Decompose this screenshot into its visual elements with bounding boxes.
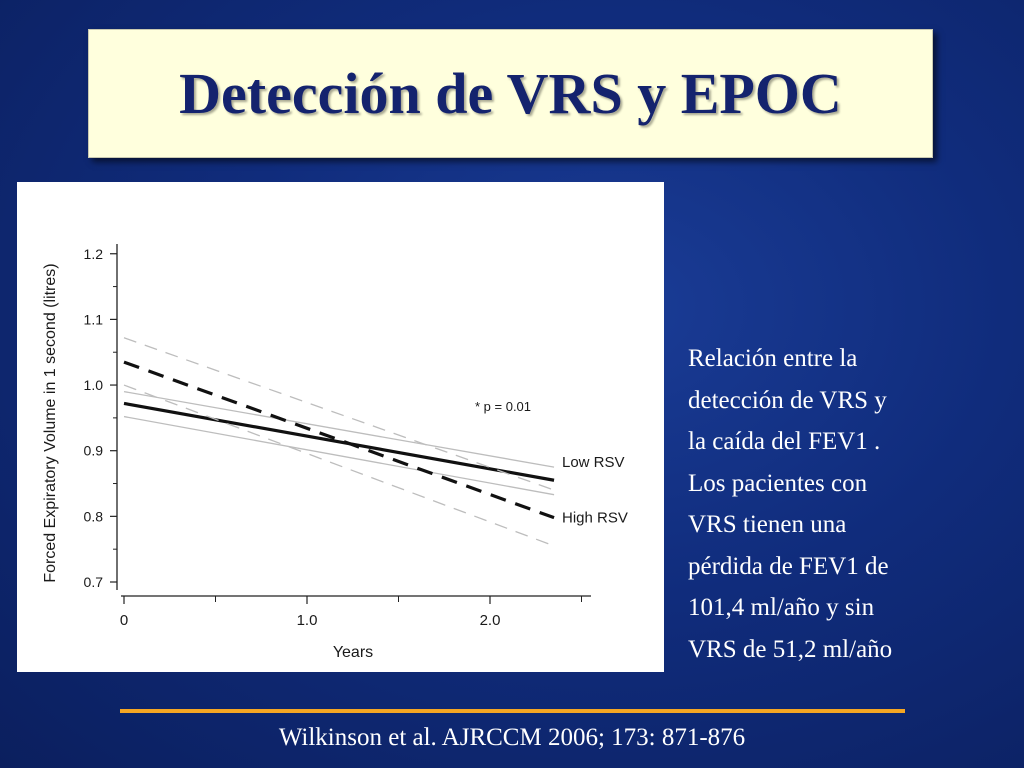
y-tick-label: 0.8 bbox=[84, 508, 104, 524]
ci-upper-line bbox=[123, 337, 555, 491]
y-tick-label: 1.0 bbox=[84, 377, 104, 393]
x-tick-label: 2.0 bbox=[480, 612, 501, 629]
x-tick-label: 0 bbox=[120, 612, 128, 629]
caption-line: Relación entre la bbox=[688, 345, 858, 372]
caption: Relación entre la detección de VRS y la … bbox=[688, 338, 1008, 670]
y-tick-label: 1.2 bbox=[84, 246, 104, 262]
y-tick-label: 1.1 bbox=[84, 311, 104, 327]
ci-lower-line bbox=[123, 415, 555, 496]
caption-line: Los pacientes con bbox=[688, 469, 868, 497]
slide-title: Detección de VRS y EPOC bbox=[179, 61, 842, 126]
y-tick-label: 0.9 bbox=[84, 443, 104, 459]
x-axis-title: Years bbox=[333, 644, 373, 661]
series-line bbox=[123, 401, 555, 482]
y-axis-title: Forced Expiratory Volume in 1 second (li… bbox=[42, 263, 59, 582]
caption-line: la caída del FEV1 . bbox=[688, 428, 881, 455]
x-tick-label: 1.0 bbox=[297, 612, 318, 629]
caption-line: VRS de 51,2 ml/año bbox=[688, 635, 893, 663]
title-box: Detección de VRS y EPOC bbox=[88, 29, 933, 158]
caption-line: VRS tienen una bbox=[688, 511, 847, 538]
series-label: Low RSV bbox=[562, 454, 625, 471]
ci-lower-line bbox=[123, 384, 555, 547]
caption-line: detección de VRS y bbox=[688, 386, 887, 414]
y-tick-label: 0.7 bbox=[84, 574, 104, 590]
p-value-annotation: * p = 0.01 bbox=[475, 399, 531, 414]
fev1-line-chart: 0.7 0.8 0.9 1.0 1.1 1.2 0 1.0 2.0 Years Forced Exp… bbox=[42, 244, 628, 661]
chart-figure: 0.7 0.8 0.9 1.0 1.1 1.2 0 1.0 2.0 Years Forced Exp… bbox=[17, 182, 664, 672]
citation: Wilkinson et al. AJRCCM 2006; 173: 871-8… bbox=[278, 724, 746, 751]
divider-rule bbox=[120, 709, 905, 713]
ci-upper-line bbox=[123, 390, 555, 468]
series-line bbox=[123, 360, 555, 520]
caption-line: pérdida de FEV1 de bbox=[688, 552, 889, 580]
caption-line: 101,4 ml/año y sin bbox=[688, 594, 875, 621]
series-label: High RSV bbox=[562, 510, 628, 527]
